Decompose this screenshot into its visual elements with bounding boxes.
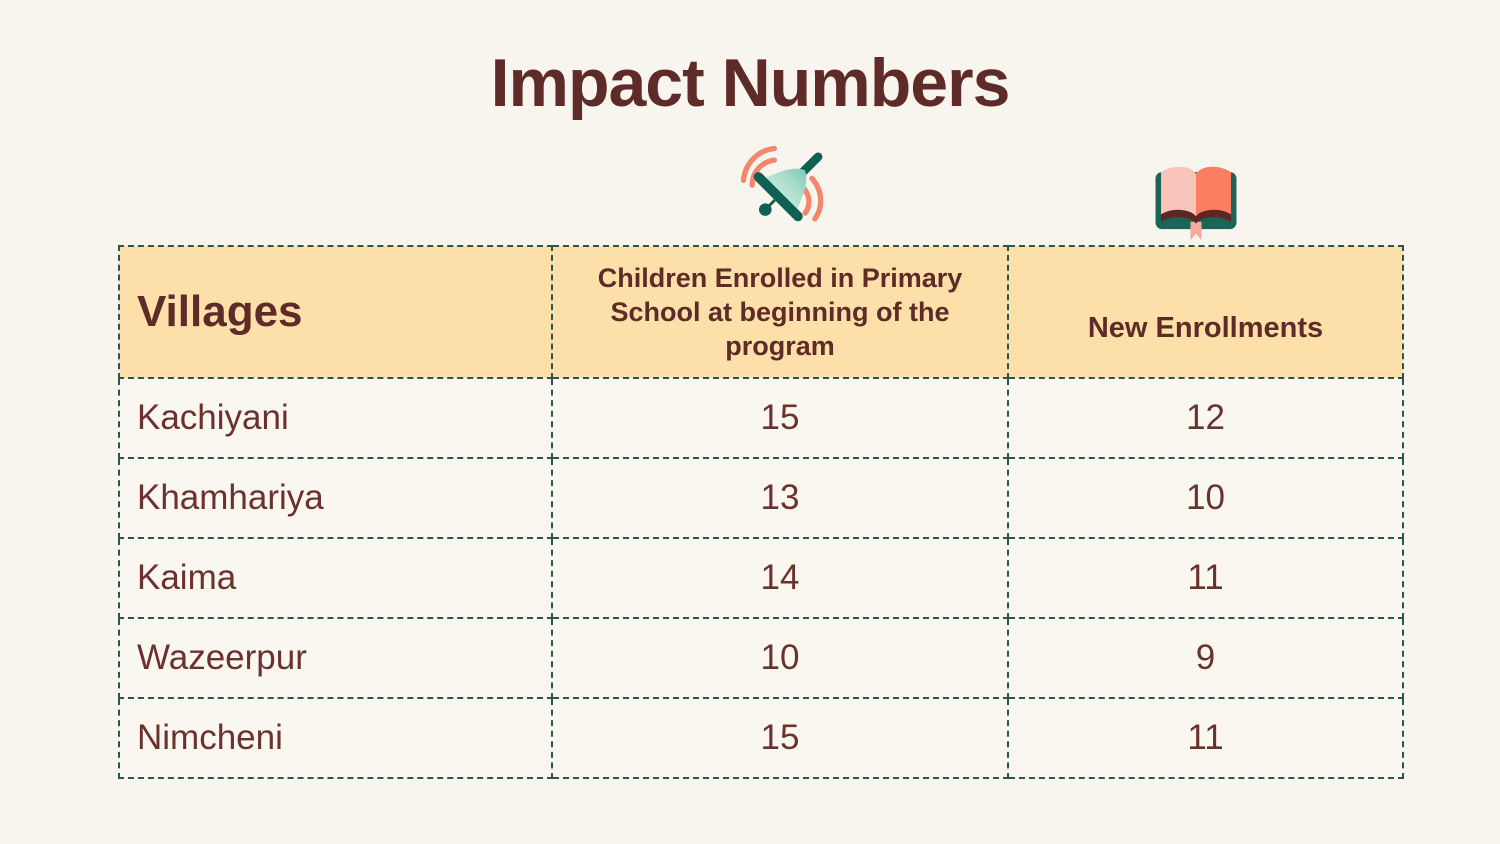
new-enrollments-cell: 11	[1007, 537, 1404, 619]
page-title: Impact Numbers	[490, 45, 1011, 121]
table-row: Wazeerpur 10 9	[118, 617, 1404, 699]
new-enrollments-cell: 12	[1007, 377, 1404, 459]
enrolled-start-cell: 13	[551, 457, 1009, 539]
bell-icon-svg	[740, 145, 824, 222]
village-cell: Kachiyani	[118, 377, 553, 459]
enrolled-start-cell: 15	[551, 697, 1009, 779]
header-row: Villages Children Enrolled in Primary Sc…	[118, 245, 1404, 379]
village-cell: Kaima	[118, 537, 553, 619]
impact-table: Villages Children Enrolled in Primary Sc…	[118, 245, 1404, 779]
column-header-villages: Villages	[118, 245, 553, 379]
table-row: Kaima 14 11	[118, 537, 1404, 619]
table-row: Nimcheni 15 11	[118, 697, 1404, 779]
table-row: Kachiyani 15 12	[118, 377, 1404, 459]
village-cell: Nimcheni	[118, 697, 553, 779]
new-enrollments-cell: 9	[1007, 617, 1404, 699]
new-enrollments-cell: 10	[1007, 457, 1404, 539]
open-book-icon	[1150, 150, 1242, 242]
table-row: Khamhariya 13 10	[118, 457, 1404, 539]
village-cell: Khamhariya	[118, 457, 553, 539]
book-icon-svg	[1155, 166, 1237, 241]
new-enrollments-cell: 11	[1007, 697, 1404, 779]
enrolled-start-cell: 15	[551, 377, 1009, 459]
column-header-enrolled-at-start: Children Enrolled in Primary School at b…	[551, 245, 1009, 379]
ringing-school-bell-icon	[730, 136, 836, 242]
village-cell: Wazeerpur	[118, 617, 553, 699]
column-header-new-enrollments: New Enrollments	[1007, 245, 1404, 379]
enrolled-start-cell: 10	[551, 617, 1009, 699]
enrolled-start-cell: 14	[551, 537, 1009, 619]
